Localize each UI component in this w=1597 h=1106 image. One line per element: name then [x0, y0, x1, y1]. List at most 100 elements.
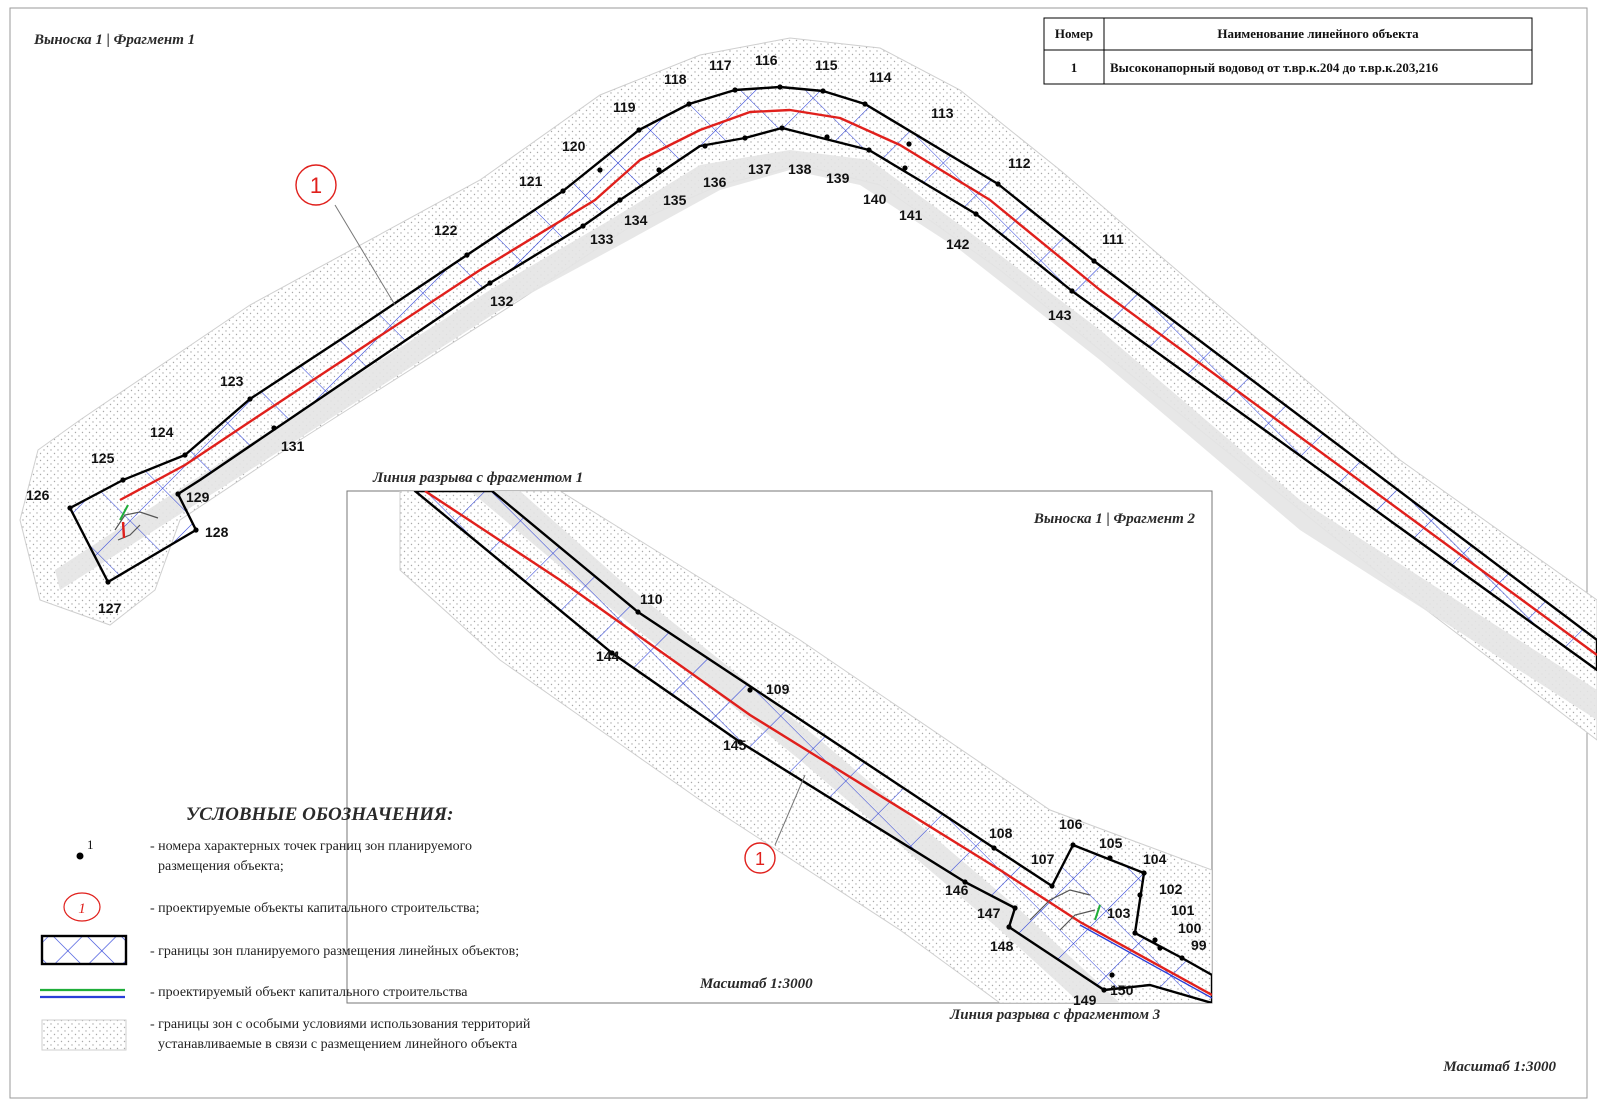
fragment2-scale: Масштаб 1:3000 — [699, 976, 813, 992]
boundary-point-140 — [866, 147, 872, 153]
break-line-top: Линия разрыва с фрагментом 1 — [372, 470, 583, 486]
boundary-point-141 — [902, 165, 908, 171]
boundary-point-132 — [487, 280, 493, 286]
boundary-point-147 — [1012, 905, 1018, 911]
boundary-point-144 — [609, 650, 615, 656]
legend-zone-symbol — [40, 934, 128, 966]
point-label-133: 133 — [590, 231, 614, 247]
boundary-point-142 — [973, 211, 979, 217]
boundary-point-112 — [995, 181, 1001, 187]
point-label-114: 114 — [869, 69, 892, 85]
boundary-point-145 — [737, 739, 743, 745]
point-label-150: 150 — [1110, 982, 1134, 998]
point-label-110: 110 — [640, 591, 663, 607]
legend-object-symbol — [63, 892, 101, 922]
point-label-117: 117 — [709, 57, 732, 73]
boundary-point-129 — [175, 491, 181, 497]
object-marker-fragment2 — [744, 842, 776, 874]
point-label-123: 123 — [220, 373, 244, 389]
point-label-115: 115 — [815, 57, 838, 73]
legend-item-points: - номера характерных точек границ зон пл… — [150, 839, 472, 854]
point-label-127: 127 — [98, 600, 122, 616]
table-header-number: Номер — [1055, 26, 1093, 41]
boundary-point-113 — [906, 141, 912, 147]
boundary-point-143 — [1069, 288, 1075, 294]
boundary-point-149 — [1101, 987, 1107, 993]
point-label-128: 128 — [205, 524, 229, 540]
legend-object-sample: 1 — [78, 901, 86, 917]
boundary-points: 1111121131141151161171181191201211221231… — [26, 52, 1207, 1008]
point-label-132: 132 — [490, 293, 514, 309]
point-label-141: 141 — [899, 207, 923, 223]
point-label-129: 129 — [186, 489, 210, 505]
point-label-108: 108 — [989, 825, 1013, 841]
legend-item-special-zone: - границы зон с особыми условиями исполь… — [150, 1017, 531, 1032]
boundary-point-137 — [742, 135, 748, 141]
table-header-name: Наименование линейного объекта — [1217, 26, 1419, 41]
boundary-point-110 — [635, 609, 641, 615]
point-label-112: 112 — [1008, 155, 1031, 171]
boundary-point-127 — [105, 579, 111, 585]
sheet-frame — [9, 7, 1588, 1099]
point-label-125: 125 — [91, 450, 115, 466]
boundary-point-102 — [1137, 892, 1143, 898]
boundary-point-117 — [732, 87, 738, 93]
point-label-142: 142 — [946, 236, 970, 252]
boundary-point-116 — [777, 84, 783, 90]
boundary-point-99 — [1179, 955, 1185, 961]
boundary-point-103 — [1132, 930, 1138, 936]
point-label-138: 138 — [788, 161, 812, 177]
point-label-113: 113 — [931, 105, 954, 121]
boundary-point-148 — [1006, 924, 1012, 930]
point-label-121: 121 — [519, 173, 543, 189]
point-label-124: 124 — [150, 424, 174, 440]
point-label-119: 119 — [613, 99, 636, 115]
fragment1-title: Выноска 1 | Фрагмент 1 — [33, 32, 195, 48]
boundary-point-108 — [991, 845, 997, 851]
object-table: Номер Наименование линейного объекта 1 В… — [1043, 17, 1533, 85]
point-label-100: 100 — [1178, 920, 1202, 936]
point-label-140: 140 — [863, 191, 887, 207]
boundary-point-109 — [747, 687, 753, 693]
boundary-point-150 — [1109, 972, 1115, 978]
point-label-137: 137 — [748, 161, 772, 177]
point-label-134: 134 — [624, 212, 648, 228]
point-label-131: 131 — [281, 438, 305, 454]
object-marker-fragment1 — [295, 164, 337, 206]
boundary-point-105 — [1107, 855, 1113, 861]
point-label-104: 104 — [1143, 851, 1167, 867]
boundary-point-111 — [1091, 258, 1097, 264]
point-label-135: 135 — [663, 192, 687, 208]
boundary-point-146 — [962, 879, 968, 885]
legend-item-objects: - проектируемые объекты капитального стр… — [150, 901, 480, 916]
point-label-145: 145 — [723, 737, 747, 753]
object-marker-fragment1-label: 1 — [310, 173, 322, 198]
legend-item-special-zone-cont: устанавливаемые в связи с размещением ли… — [158, 1037, 518, 1052]
legend-special-zone-symbol — [41, 1019, 127, 1051]
point-label-116: 116 — [755, 52, 778, 68]
point-label-148: 148 — [990, 938, 1014, 954]
boundary-point-126 — [67, 505, 73, 511]
legend-item-object-line: - проектируемый объект капитального стро… — [150, 985, 468, 1000]
point-label-120: 120 — [562, 138, 586, 154]
point-label-106: 106 — [1059, 816, 1083, 832]
boundary-point-123 — [247, 396, 253, 402]
boundary-point-125 — [120, 477, 126, 483]
fragment2-title: Выноска 1 | Фрагмент 2 — [1033, 511, 1196, 527]
boundary-point-135 — [656, 167, 662, 173]
table-cell-name: Высоконапорный водовод от т.вр.к.204 до … — [1110, 60, 1439, 75]
boundary-point-114 — [862, 101, 868, 107]
boundary-point-134 — [617, 197, 623, 203]
boundary-point-119 — [636, 127, 642, 133]
boundary-point-138 — [779, 125, 785, 131]
point-label-111: 111 — [1102, 231, 1124, 247]
break-line-bottom: Линия разрыва с фрагментом 3 — [949, 1007, 1161, 1023]
point-label-99: 99 — [1191, 937, 1207, 953]
boundary-point-101 — [1152, 937, 1158, 943]
boundary-point-128 — [193, 527, 199, 533]
legend-point-symbol — [76, 852, 84, 860]
fragment1-scale: Масштаб 1:3000 — [1442, 1059, 1556, 1075]
point-label-147: 147 — [977, 905, 1001, 921]
point-label-105: 105 — [1099, 835, 1123, 851]
